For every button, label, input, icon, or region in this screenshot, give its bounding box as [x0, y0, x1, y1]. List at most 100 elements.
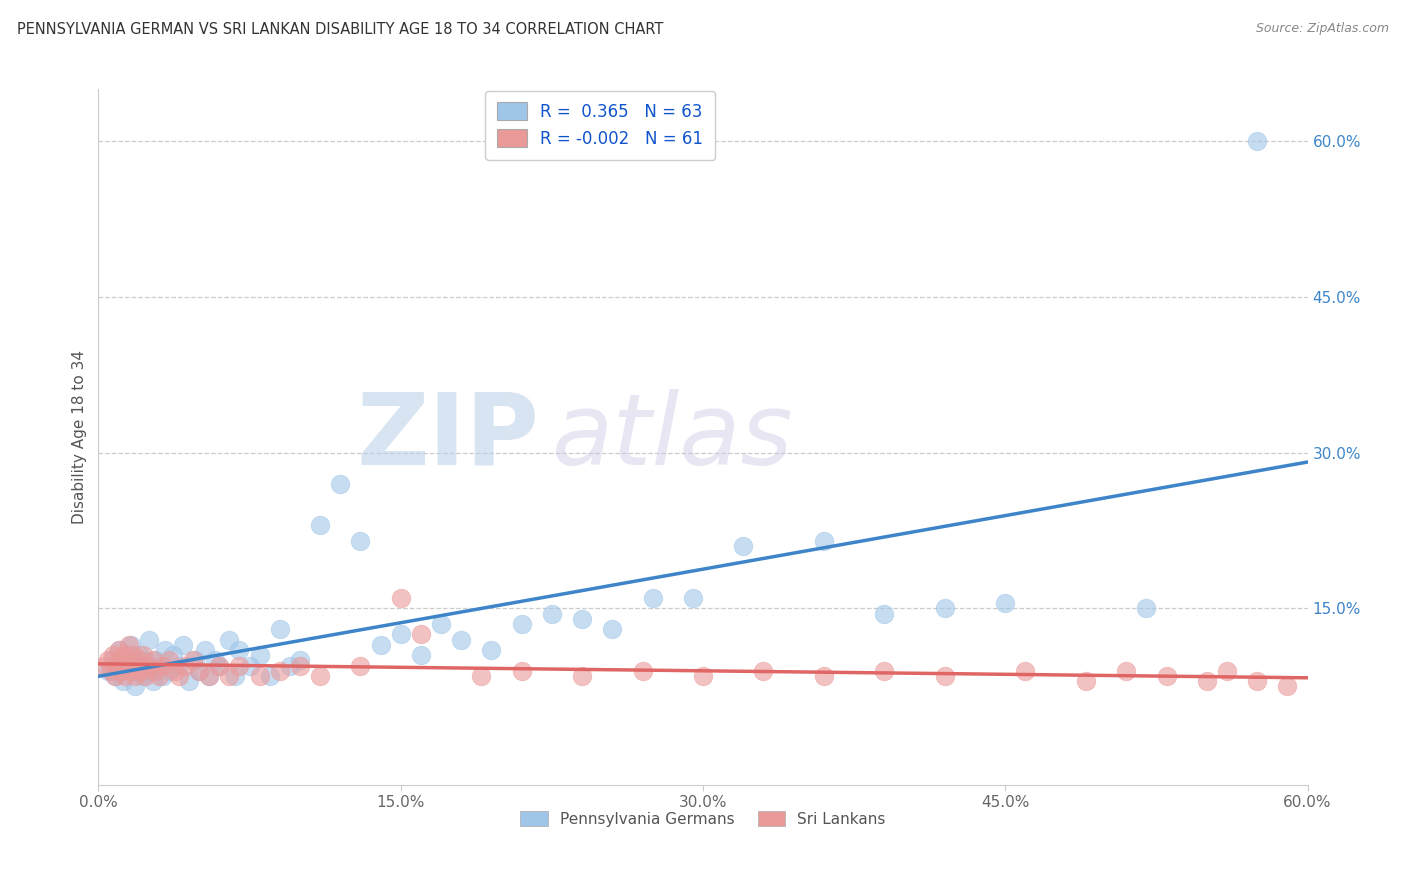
Text: Source: ZipAtlas.com: Source: ZipAtlas.com [1256, 22, 1389, 36]
Point [641, 591, 664, 605]
Point [103, 669, 125, 683]
Point [105, 658, 128, 673]
Point [118, 653, 141, 667]
Point [249, 669, 271, 683]
Point [167, 669, 190, 683]
Point [101, 648, 124, 662]
Point [110, 664, 132, 678]
Point [120, 638, 142, 652]
Point [329, 476, 352, 491]
Point [188, 664, 211, 678]
Point [118, 638, 141, 652]
Point [143, 664, 166, 678]
Point [1277, 679, 1299, 693]
Point [269, 664, 291, 678]
Point [157, 664, 180, 678]
Point [682, 591, 704, 605]
Point [309, 669, 332, 683]
Point [148, 669, 170, 683]
Point [631, 664, 654, 678]
Point [93, 658, 115, 673]
Point [1115, 664, 1137, 678]
Point [163, 664, 186, 678]
Point [198, 669, 221, 683]
Point [218, 632, 240, 647]
Point [124, 679, 146, 693]
Point [157, 653, 180, 667]
Text: ZIP: ZIP [357, 389, 540, 485]
Point [470, 669, 492, 683]
Point [249, 648, 271, 662]
Point [218, 669, 240, 683]
Point [143, 653, 166, 667]
Point [100, 664, 122, 678]
Point [278, 658, 301, 673]
Point [120, 664, 142, 678]
Point [111, 674, 134, 689]
Point [349, 658, 371, 673]
Point [107, 643, 129, 657]
Point [107, 658, 129, 673]
Point [269, 622, 291, 636]
Point [167, 658, 190, 673]
Point [1135, 601, 1157, 615]
Y-axis label: Disability Age 18 to 34: Disability Age 18 to 34 [72, 350, 87, 524]
Point [1246, 674, 1268, 689]
Point [481, 643, 503, 657]
Point [370, 638, 392, 652]
Point [873, 607, 896, 621]
Point [101, 653, 124, 667]
Point [128, 648, 150, 662]
Point [152, 658, 174, 673]
Point [602, 622, 624, 636]
Point [934, 669, 956, 683]
Point [510, 617, 533, 632]
Point [450, 632, 472, 647]
Point [1156, 669, 1178, 683]
Point [349, 533, 371, 548]
Point [125, 658, 148, 673]
Point [288, 658, 311, 673]
Point [204, 653, 226, 667]
Point [128, 653, 150, 667]
Point [692, 669, 714, 683]
Text: atlas: atlas [551, 389, 793, 485]
Point [114, 669, 136, 683]
Point [309, 518, 332, 533]
Point [1246, 134, 1268, 148]
Point [134, 653, 156, 667]
Point [733, 539, 755, 553]
Point [409, 648, 432, 662]
Point [198, 669, 221, 683]
Point [208, 658, 231, 673]
Text: PENNSYLVANIA GERMAN VS SRI LANKAN DISABILITY AGE 18 TO 34 CORRELATION CHART: PENNSYLVANIA GERMAN VS SRI LANKAN DISABI… [17, 22, 664, 37]
Point [259, 669, 281, 683]
Point [142, 674, 165, 689]
Point [540, 607, 562, 621]
Point [194, 643, 217, 657]
Point [138, 632, 160, 647]
Point [239, 658, 262, 673]
Point [132, 669, 155, 683]
Point [752, 664, 775, 678]
Point [934, 601, 956, 615]
Point [128, 658, 150, 673]
Point [188, 664, 211, 678]
Point [107, 643, 129, 657]
Point [162, 648, 184, 662]
Point [115, 658, 138, 673]
Point [208, 658, 231, 673]
Point [1195, 674, 1218, 689]
Point [510, 664, 533, 678]
Point [179, 674, 201, 689]
Point [103, 669, 125, 683]
Point [152, 669, 174, 683]
Point [994, 596, 1017, 610]
Point [181, 653, 204, 667]
Point [97, 664, 120, 678]
Point [153, 643, 176, 657]
Point [184, 653, 207, 667]
Point [172, 638, 194, 652]
Legend: Pennsylvania Germans, Sri Lankans: Pennsylvania Germans, Sri Lankans [515, 805, 891, 833]
Point [129, 664, 152, 678]
